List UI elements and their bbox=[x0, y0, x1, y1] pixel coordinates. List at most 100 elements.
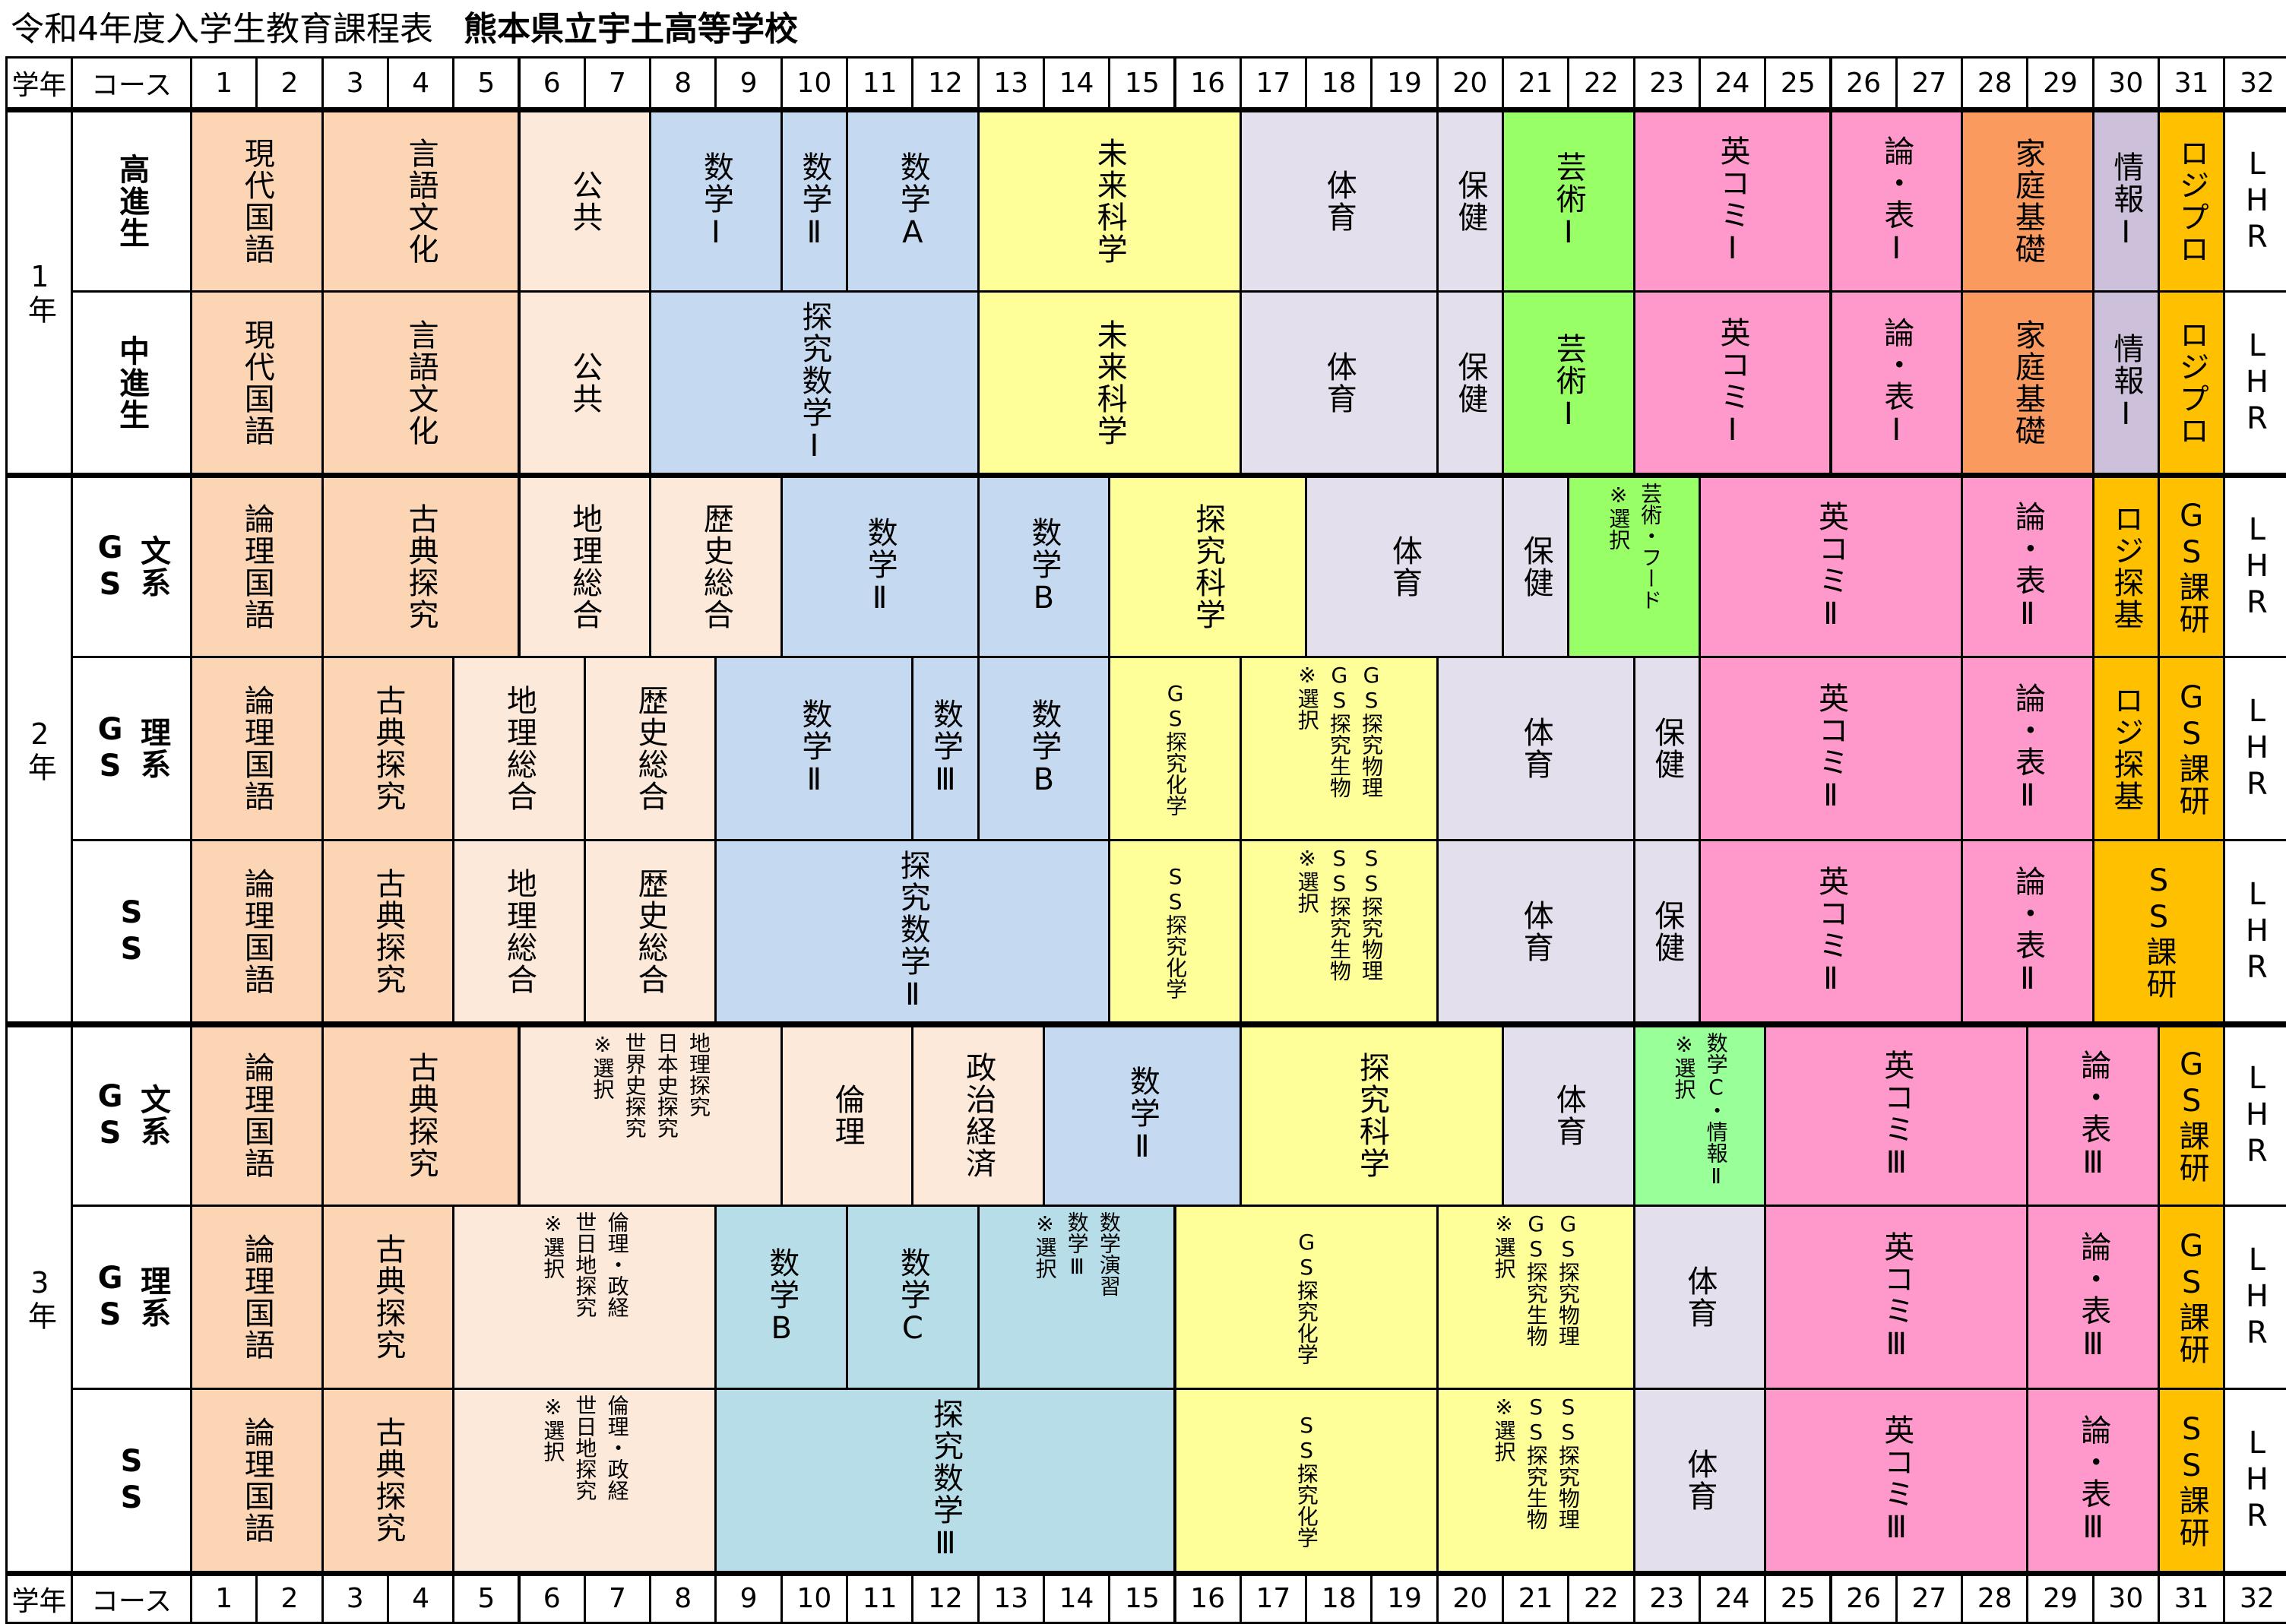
period-number: 15 bbox=[1124, 1583, 1160, 1615]
subject-cell: 保健 bbox=[1436, 107, 1504, 293]
period-number: 2 bbox=[280, 1583, 299, 1615]
subject-label: ※選択 bbox=[1606, 483, 1632, 551]
subject-cell: 論理国語 bbox=[190, 1387, 324, 1573]
subject-label: GS探究化学 bbox=[1293, 1230, 1319, 1366]
subject-label: 世日地探究 bbox=[572, 1211, 598, 1319]
period-number: 26 bbox=[1846, 1583, 1882, 1615]
subject-label: 論理国語 bbox=[239, 1233, 274, 1362]
subject-label: 言語文化 bbox=[403, 318, 439, 447]
period-number: 9 bbox=[739, 1583, 758, 1615]
subject-label: 数学C・情報Ⅱ bbox=[1703, 1031, 1729, 1189]
period-number: 19 bbox=[1387, 1583, 1422, 1615]
course-label: 文系 bbox=[135, 535, 170, 600]
subject-cell: 体育 bbox=[1436, 656, 1635, 841]
header-period-4: 4 bbox=[386, 56, 455, 109]
subject-label: 日本史探究 bbox=[654, 1031, 679, 1138]
subject-label: LHR bbox=[2239, 512, 2275, 622]
header-period-7: 7 bbox=[583, 1570, 652, 1624]
subject-label: ロジ探基 bbox=[2108, 503, 2144, 632]
header-period-13: 13 bbox=[977, 56, 1045, 109]
subject-cell: 歴史総合 bbox=[583, 656, 717, 841]
subject-cell: LHR bbox=[2223, 656, 2286, 841]
course-label: GS bbox=[93, 711, 128, 785]
header-course-label: コース bbox=[90, 70, 173, 101]
subject-label: 論・表Ⅱ bbox=[2009, 865, 2045, 998]
subject-cell: SS課研 bbox=[2091, 838, 2226, 1024]
header-period-19: 19 bbox=[1370, 56, 1439, 109]
subject-label: 古典探究 bbox=[370, 684, 406, 812]
subject-cell: 芸術Ⅰ bbox=[1502, 107, 1635, 293]
subject-cell: 数学B bbox=[977, 473, 1111, 659]
subject-label: ロジプロ bbox=[2174, 137, 2209, 265]
subject-cell: 公共 bbox=[518, 290, 652, 476]
subject-cell: 政治経済 bbox=[911, 1021, 1045, 1208]
subject-label: LHR bbox=[2239, 146, 2275, 256]
subject-cell: 探究科学 bbox=[1108, 473, 1308, 659]
header-period-10: 10 bbox=[780, 1570, 848, 1624]
header-period-12: 12 bbox=[911, 1570, 980, 1624]
subject-cell: 論・表Ⅲ bbox=[2026, 1205, 2160, 1390]
subject-cell: GS課研 bbox=[2158, 656, 2226, 841]
subject-cell: 家庭基礎 bbox=[1961, 107, 2094, 293]
subject-label: LHR bbox=[2239, 1061, 2275, 1171]
subject-cell: 探究数学Ⅰ bbox=[649, 290, 980, 476]
subject-label: ※選択 bbox=[540, 1211, 566, 1280]
period-number: 24 bbox=[1714, 67, 1750, 99]
title-main: 令和4年度入学生教育課程表 bbox=[11, 10, 433, 49]
subject-label: 体育 bbox=[1550, 1084, 1586, 1148]
subject-label: 数学演習 bbox=[1096, 1211, 1122, 1297]
header-period-16: 16 bbox=[1173, 56, 1242, 109]
subject-cell: 論理国語 bbox=[190, 1205, 324, 1390]
subject-label: GS課研 bbox=[2174, 1047, 2209, 1185]
subject-label: LHR bbox=[2239, 328, 2275, 438]
header-period-25: 25 bbox=[1764, 1570, 1832, 1624]
subject-label: 数学Ⅱ bbox=[796, 698, 832, 799]
subject-label: ※選択 bbox=[1294, 845, 1320, 913]
period-number: 30 bbox=[2108, 1583, 2144, 1615]
subject-label: LHR bbox=[2239, 1425, 2275, 1535]
header-course-cell: コース bbox=[71, 56, 192, 109]
subject-label: 古典探究 bbox=[403, 1052, 439, 1180]
subject-label: ※選択 bbox=[1294, 663, 1320, 731]
subject-cell: 数学Ⅰ bbox=[649, 107, 783, 293]
subject-label: ロジプロ bbox=[2174, 318, 2209, 447]
header-period-15: 15 bbox=[1108, 56, 1176, 109]
subject-label: 英コミⅡ bbox=[1813, 865, 1848, 998]
subject-label: 公共 bbox=[567, 350, 603, 415]
period-number: 17 bbox=[1255, 1583, 1291, 1615]
subject-cell: LHR bbox=[2223, 1205, 2286, 1390]
header-period-24: 24 bbox=[1698, 56, 1767, 109]
subject-label: 英コミⅠ bbox=[1714, 135, 1750, 268]
subject-cell: 論・表Ⅰ bbox=[1829, 107, 1964, 293]
header-grade-label: 学年 bbox=[11, 1585, 67, 1617]
subject-cell: GS探究化学 bbox=[1173, 1205, 1439, 1390]
header-period-9: 9 bbox=[714, 1570, 783, 1624]
subject-label: 数学A bbox=[894, 150, 930, 252]
subject-label: 数学Ⅰ bbox=[698, 150, 733, 252]
period-number: 2 bbox=[280, 67, 299, 99]
subject-label: 英コミⅡ bbox=[1813, 682, 1848, 815]
subject-label: 古典探究 bbox=[403, 503, 439, 632]
course-cell: 高進生 bbox=[71, 107, 192, 293]
subject-label: GS探究生物 bbox=[1523, 1211, 1549, 1347]
subject-cell: ロジプロ bbox=[2158, 290, 2226, 476]
subject-label: 数学Ⅱ bbox=[796, 150, 832, 252]
subject-cell: 数学Ⅱ bbox=[780, 473, 980, 659]
subject-cell: 言語文化 bbox=[321, 290, 521, 476]
header-period-8: 8 bbox=[649, 1570, 717, 1624]
period-number: 22 bbox=[1584, 1583, 1619, 1615]
subject-cell: LHR bbox=[2223, 1021, 2286, 1208]
subject-cell: 古典探究 bbox=[321, 1387, 455, 1573]
header-course-label: コース bbox=[90, 1585, 173, 1617]
period-number: 14 bbox=[1059, 1583, 1094, 1615]
subject-cell: 情報Ⅰ bbox=[2091, 107, 2160, 293]
header-period-5: 5 bbox=[452, 56, 521, 109]
subject-cell: SS探究化学 bbox=[1173, 1387, 1439, 1573]
course-cell: SS bbox=[71, 1387, 192, 1573]
subject-label: 体育 bbox=[1518, 716, 1553, 780]
subject-cell: 論・表Ⅱ bbox=[1961, 656, 2094, 841]
course-cell: GS 理系 bbox=[71, 1205, 192, 1390]
period-number: 17 bbox=[1255, 67, 1291, 99]
period-number: 1 bbox=[215, 1583, 233, 1615]
period-number: 16 bbox=[1190, 1583, 1226, 1615]
